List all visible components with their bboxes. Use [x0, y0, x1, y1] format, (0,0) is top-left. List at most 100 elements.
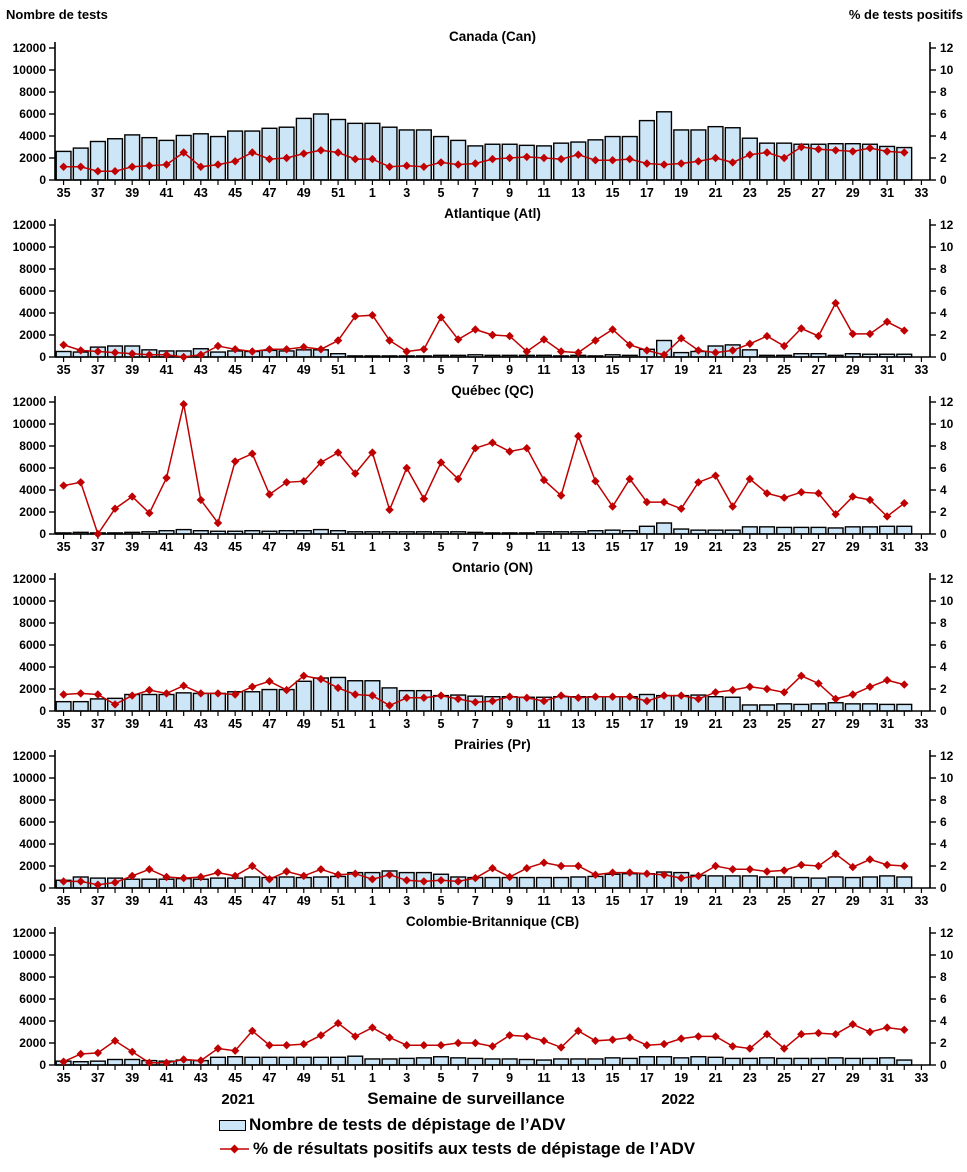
- bar: [450, 139, 467, 181]
- x-tick-label: 35: [57, 186, 71, 200]
- diamond-marker: [831, 694, 840, 704]
- diamond-marker: [505, 331, 514, 341]
- diamond-marker: [316, 865, 326, 874]
- diamond-marker: [402, 463, 411, 473]
- x-tick-label: 41: [160, 1071, 174, 1085]
- diamond-marker: [745, 474, 755, 484]
- diamond-marker: [93, 167, 103, 176]
- x-tick-label: 43: [194, 363, 208, 377]
- x-tick-label: 31: [880, 186, 894, 200]
- panel-title: Atlantique (Atl): [444, 206, 541, 221]
- x-tick-label: 21: [709, 717, 723, 731]
- left-y-tick-label: 6000: [19, 107, 46, 121]
- x-tick-label: 25: [777, 363, 791, 377]
- diamond-marker: [642, 1041, 652, 1050]
- right-y-tick-label: 0: [940, 527, 947, 541]
- left-y-tick-label: 8000: [19, 262, 46, 276]
- bar: [312, 876, 330, 889]
- right-y-tick-label: 0: [940, 881, 947, 895]
- diamond-marker: [76, 346, 85, 355]
- bar: [621, 1057, 638, 1066]
- x-tick-label: 3: [403, 1071, 410, 1085]
- diamond-marker: [694, 478, 703, 487]
- diamond-marker: [728, 865, 737, 874]
- diamond-marker: [436, 1041, 446, 1050]
- left-y-tick-label: 10000: [13, 948, 47, 962]
- x-tick-label: 51: [331, 363, 345, 377]
- x-tick-label: 23: [743, 717, 757, 731]
- right-y-tick-label: 4: [940, 837, 947, 851]
- diamond-marker: [436, 158, 446, 167]
- right-y-tick-label: 12: [940, 41, 954, 55]
- diamond-marker: [76, 1049, 85, 1059]
- diamond-marker: [59, 162, 68, 171]
- diamond-marker: [179, 352, 188, 362]
- bar: [655, 111, 673, 181]
- x-tick-label: 1: [369, 894, 376, 908]
- x-tick-label: 17: [640, 363, 654, 377]
- diamond-marker: [248, 861, 257, 871]
- diamond-marker: [93, 347, 103, 356]
- right-y-tick-label: 4: [940, 129, 947, 143]
- diamond-marker: [745, 1044, 755, 1053]
- bar: [518, 876, 535, 889]
- diamond-marker: [659, 1039, 669, 1049]
- x-tick-label: 41: [160, 894, 174, 908]
- diamond-marker: [419, 1041, 429, 1050]
- right-y-tick-label: 6: [940, 638, 947, 652]
- diamond-marker: [145, 865, 154, 874]
- x-tick-label: 23: [743, 186, 757, 200]
- figure-header: Nombre de tests % de tests positifs: [0, 0, 967, 26]
- diamond-marker: [556, 347, 566, 356]
- diamond-marker: [351, 1032, 360, 1041]
- diamond-marker: [762, 331, 772, 341]
- bar: [192, 133, 209, 181]
- bar: [827, 702, 844, 712]
- diamond-marker: [591, 156, 600, 165]
- diamond-marker: [539, 335, 549, 344]
- x-tick-label: 27: [812, 363, 826, 377]
- diamond-marker: [728, 1042, 737, 1051]
- x-tick-label: 39: [125, 540, 139, 554]
- bar: [741, 349, 758, 358]
- bar: [124, 134, 141, 181]
- panel-title: Colombie-Britannique (CB): [406, 914, 579, 929]
- x-tick-label: 37: [91, 186, 105, 200]
- diamond-marker: [522, 444, 532, 453]
- x-tick-label: 13: [571, 540, 585, 554]
- panel-title: Canada (Can): [449, 29, 536, 44]
- bar: [244, 691, 261, 712]
- bar: [278, 876, 295, 889]
- diamond-marker: [814, 145, 823, 154]
- year-2022-label: 2022: [661, 1091, 695, 1108]
- diamond-marker: [282, 1041, 291, 1050]
- right-y-tick-label: 0: [940, 1058, 947, 1072]
- diamond-marker: [556, 491, 566, 500]
- diamond-marker: [179, 681, 188, 690]
- x-tick-label: 49: [297, 894, 311, 908]
- right-y-tick-label: 6: [940, 461, 947, 475]
- x-tick-label: 29: [846, 717, 860, 731]
- diamond-marker: [368, 154, 377, 164]
- x-tick-label: 9: [506, 363, 513, 377]
- left-y-tick-label: 4000: [19, 306, 46, 320]
- bar: [227, 130, 244, 181]
- x-tick-label: 41: [160, 363, 174, 377]
- diamond-marker: [59, 481, 68, 490]
- positivity-line: [63, 404, 905, 536]
- left-y-tick-label: 10000: [13, 63, 47, 77]
- diamond-marker: [522, 1032, 532, 1041]
- x-tick-label: 3: [403, 717, 410, 731]
- x-tick-label: 5: [438, 1071, 445, 1085]
- diamond-marker: [265, 490, 274, 499]
- diamond-marker: [642, 159, 652, 168]
- diamond-marker: [625, 340, 634, 350]
- left-y-tick-label: 0: [39, 1058, 46, 1072]
- x-tick-label: 43: [194, 540, 208, 554]
- diamond-marker: [539, 153, 549, 163]
- x-tick-label: 47: [263, 1071, 277, 1085]
- diamond-marker: [625, 474, 634, 484]
- diamond-marker: [694, 1032, 703, 1041]
- x-tick-label: 31: [880, 1071, 894, 1085]
